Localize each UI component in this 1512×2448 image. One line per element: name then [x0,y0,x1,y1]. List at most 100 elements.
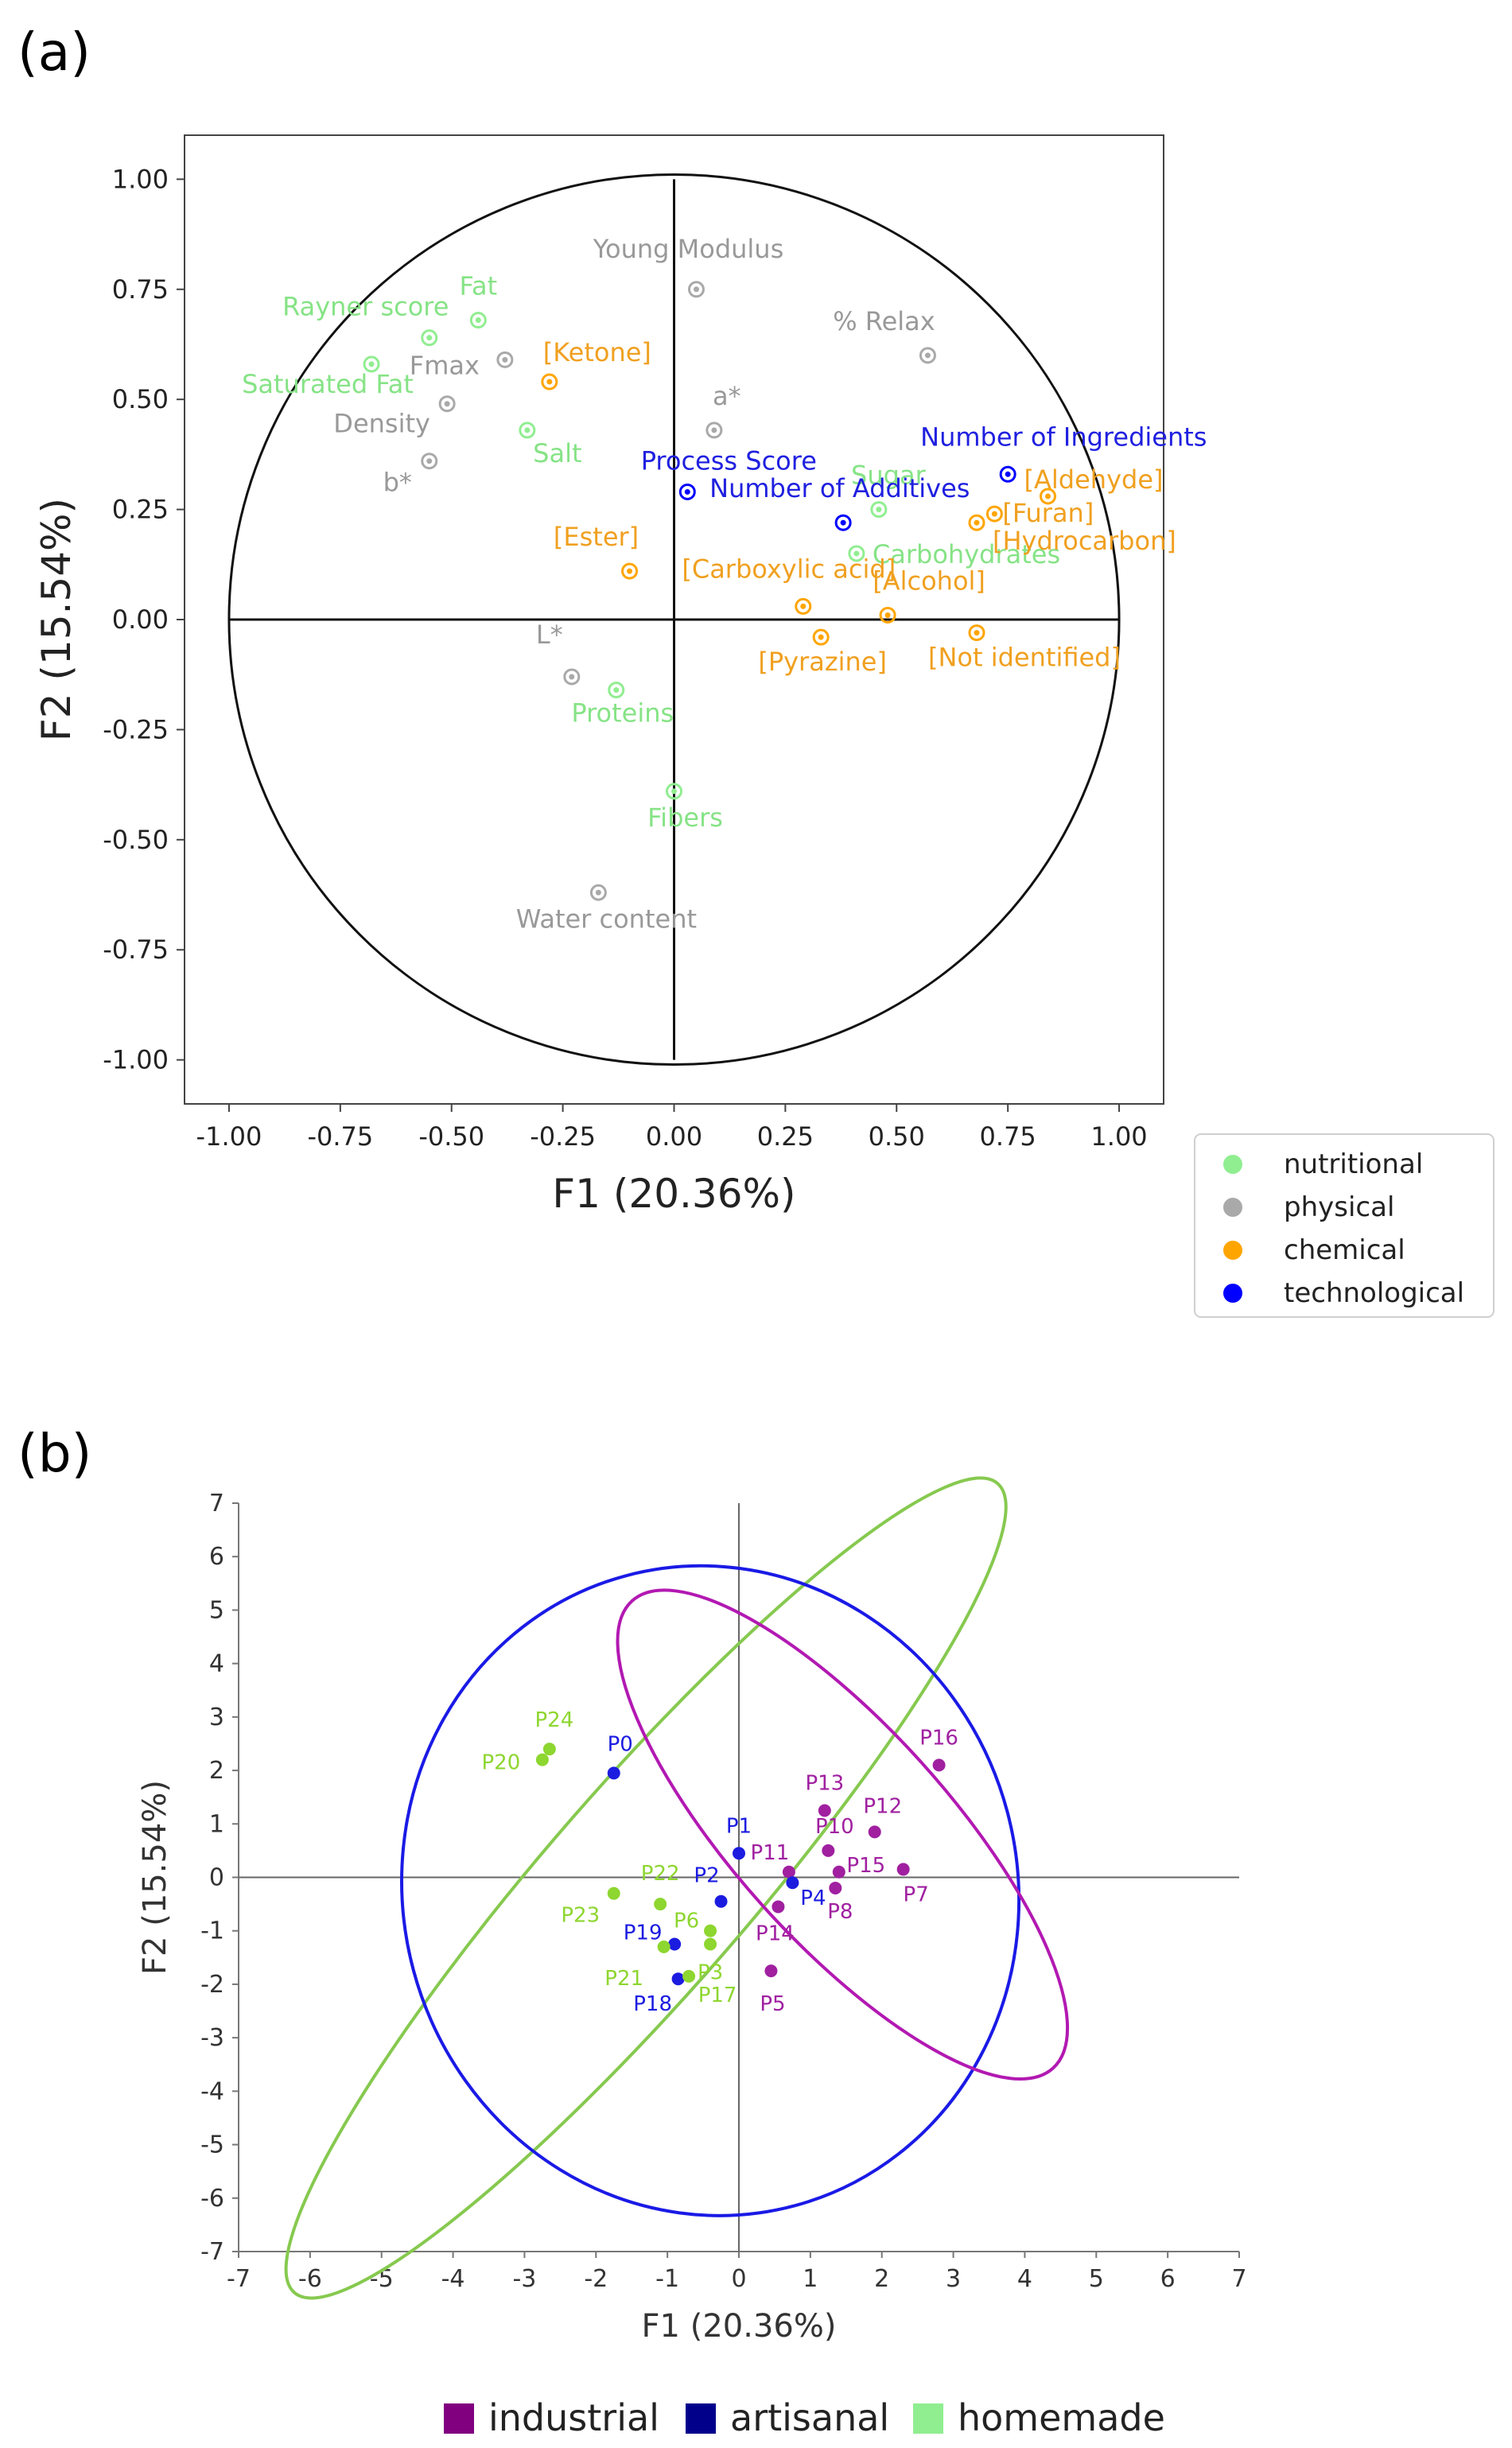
variable-point-center-pyrazine [818,634,824,640]
x-axis-label: F1 (20.36%) [642,2308,837,2345]
variable-point-b [421,453,438,470]
y-tick-label: 5 [209,1596,224,1624]
legend-marker-physical [1223,1198,1242,1217]
y-tick-label: 0.50 [112,384,169,414]
variable-point-center-rayner-score [426,335,433,341]
observation-point-p2 [714,1894,728,1908]
observation-label-p4: P4 [800,1887,826,1910]
x-tick-label: 2 [874,2265,889,2293]
variable-point-not-identified [968,624,985,642]
observation-label-p18: P18 [633,1992,672,2016]
variable-point-process-score [678,483,696,500]
y-tick-label: 0.75 [112,274,169,305]
x-tick-label: -1.00 [196,1121,262,1152]
variable-point-center-saturated-fat [368,361,375,367]
variable-label-ketone: [Ketone] [543,337,651,367]
legend-variable-categories: nutritional physical chemical technological [1194,1133,1495,1318]
observation-label-p17: P17 [698,1984,737,2007]
legend-marker-chemical [1223,1241,1242,1260]
variable-label-l: L* [536,620,563,650]
legend-box [1194,1133,1495,1318]
legend-label-artisanal: artisanal [730,2396,889,2439]
variable-point-fat [469,312,487,329]
variable-point-ester [621,562,639,580]
observation-label-p15: P15 [846,1854,885,1878]
variable-point-hydrocarbon [968,514,985,531]
x-tick-label: -6 [298,2265,322,2293]
x-tick-label: 7 [1231,2265,1246,2293]
variable-point-center-l [569,674,575,680]
x-tick-label: -0.25 [530,1121,596,1152]
variable-point-rayner-score [421,329,438,347]
observation-point-p20 [535,1753,549,1766]
observation-label-p21: P21 [604,1967,643,1991]
legend-label-chemical: chemical [1284,1234,1405,1266]
variable-point-center-carbohydrates [853,550,860,557]
correlation-circle-chart: -1.00 -0.75 -0.50 -0.25 0.00 0.25 0.50 0.75 1.00… [33,134,1207,1217]
variable-label-saturated-fat: Saturated Fat [242,369,414,399]
y-tick-label: 7 [209,1490,224,1517]
y-tick-label: 1 [209,1810,224,1838]
legend-label-physical: physical [1284,1191,1394,1223]
observation-point-p3 [704,1937,717,1951]
observation-point-p7 [896,1863,910,1876]
observation-label-p11: P11 [751,1841,790,1865]
legend-swatch-industrial [444,2403,474,2434]
x-tick-label: -1 [655,2265,679,2293]
observation-point-p8 [829,1881,842,1894]
variable-point-ketone [541,373,558,391]
variable-label-hydrocarbon: [Hydrocarbon] [993,526,1176,556]
variable-label-water-content: Water content [516,903,697,934]
y-tick-label: 4 [209,1650,224,1678]
variable-point-fmax [496,351,514,368]
legend-label-industrial: industrial [488,2396,659,2439]
x-tick-label: -2 [584,2265,608,2293]
variable-label-b: b* [383,468,412,498]
y-tick-label: -2 [200,1971,224,1999]
variable-point-density [438,395,456,413]
variable-point-center-b [426,458,433,464]
y-tick-label: -1 [200,1918,224,1945]
y-tick-label: -0.75 [103,935,169,965]
variable-label-a: a* [713,381,741,411]
observation-label-p12: P12 [863,1794,902,1818]
y-tick-label: 3 [209,1704,224,1731]
x-tick-label: 5 [1089,2265,1104,2293]
legend-swatch-homemade [913,2403,943,2434]
variable-point-center-aldehyde [1045,493,1051,499]
observation-point-p6 [704,1924,717,1937]
variable-label-carbohydrates: Carbohydrates [873,539,1060,569]
x-tick-label: -0.50 [418,1121,484,1152]
observation-label-p7: P7 [904,1883,929,1906]
observation-point-p0 [607,1766,620,1780]
variable-label-young-modulus: Young Modulus [593,234,784,264]
x-tick-label: 0.25 [757,1121,814,1152]
variable-point-center-ester [627,568,633,574]
observation-point-p1 [733,1847,745,1860]
variable-point-center-furan [991,511,997,517]
legend-label-nutritional: nutritional [1284,1148,1423,1180]
confidence-ellipse-homemade [284,1476,1008,2300]
variable-point-center-process-score [684,488,690,495]
x-tick-label: 1 [803,2265,818,2293]
observation-label-p3: P3 [698,1961,723,1985]
variable-point-center-density [444,401,450,407]
variable-point-number-of-ingredients [999,465,1016,483]
y-tick-label: -0.50 [103,825,169,855]
variable-point-center-not-identified [974,630,980,636]
y-tick-label: 0.25 [112,495,169,525]
legend-marker-technological [1223,1284,1242,1303]
x-tick-label: -3 [512,2265,536,2293]
variable-point-water-content [589,884,607,901]
observation-point-p21 [657,1940,670,1953]
variable-point-carboxylic-acid [795,597,812,615]
variable-label-fat: Fat [459,271,497,301]
variable-point-center-hydrocarbon [974,519,980,526]
variable-label-aldehyde: [Aldehyde] [1024,464,1164,495]
variable-label-salt: Salt [533,438,581,468]
variable-label-process-score: Process Score [641,445,817,476]
observation-label-p23: P23 [561,1904,600,1928]
observation-label-p24: P24 [534,1708,573,1732]
observation-point-p18 [671,1972,685,1986]
variable-point-center-ketone [546,379,553,385]
